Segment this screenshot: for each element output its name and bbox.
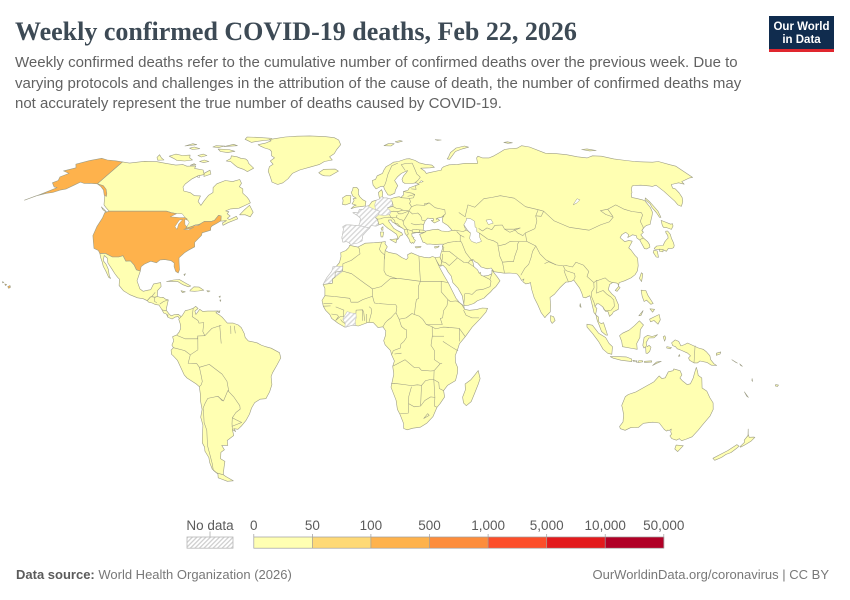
svg-text:50,000: 50,000 [643, 518, 684, 533]
svg-text:1,000: 1,000 [471, 518, 505, 533]
svg-text:500: 500 [418, 518, 441, 533]
svg-text:5,000: 5,000 [530, 518, 564, 533]
svg-text:10,000: 10,000 [585, 518, 626, 533]
svg-text:No data: No data [186, 518, 234, 533]
svg-text:0: 0 [250, 518, 258, 533]
svg-text:50: 50 [305, 518, 320, 533]
svg-text:100: 100 [360, 518, 383, 533]
